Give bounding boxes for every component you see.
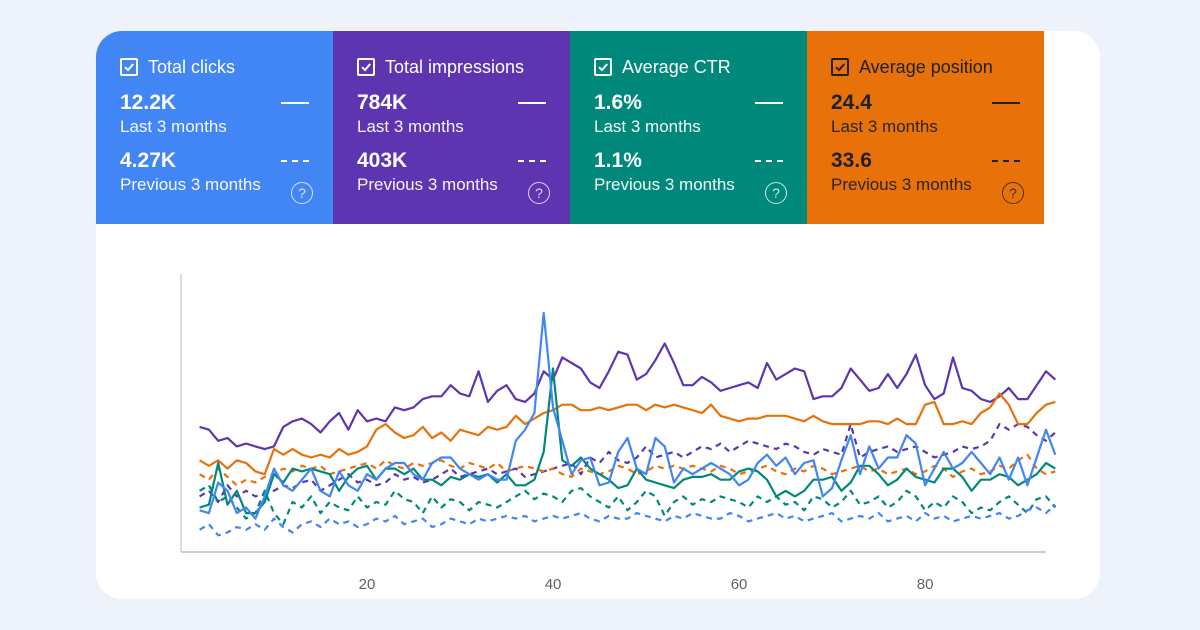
metric-header: Total impressions (357, 55, 570, 79)
solid-line-legend-icon (281, 102, 309, 104)
solid-line-legend-icon (992, 102, 1020, 104)
series-line-7 (199, 503, 1057, 537)
previous-value-row: 4.27K (120, 146, 333, 176)
series-line-1 (199, 392, 1056, 476)
metric-tile-ctr[interactable]: Average CTR 1.6% Last 3 months 1.1% Prev… (570, 31, 807, 224)
current-period: Last 3 months (357, 117, 464, 136)
x-tick-label: 80 (917, 576, 934, 593)
metric-tile-clicks[interactable]: Total clicks 12.2K Last 3 months 4.27K P… (96, 31, 333, 224)
previous-period: Previous 3 months (357, 175, 498, 194)
previous-value-row: 403K (357, 146, 570, 176)
metric-tile-impressions[interactable]: Total impressions 784K Last 3 months 403… (333, 31, 570, 224)
current-value-row: 12.2K (120, 88, 333, 118)
previous-value: 33.6 (831, 149, 872, 172)
current-value-row: 1.6% (594, 88, 807, 118)
metric-header: Total clicks (120, 55, 333, 79)
current-period: Last 3 months (831, 117, 938, 136)
metric-header: Average position (831, 55, 1044, 79)
metric-header: Average CTR (594, 55, 807, 79)
dashed-line-legend-icon (755, 160, 783, 162)
series-line-2 (199, 367, 1056, 515)
dashed-line-legend-icon (281, 160, 309, 162)
current-value: 12.2K (120, 91, 177, 114)
series-line-5 (199, 453, 1056, 487)
x-tick-label: 40 (545, 576, 562, 593)
current-value-row: 784K (357, 88, 570, 118)
previous-period: Previous 3 months (831, 175, 972, 194)
current-period: Last 3 months (594, 117, 701, 136)
checkbox-checked-icon[interactable] (120, 58, 138, 76)
help-icon[interactable]: ? (1002, 182, 1024, 204)
metric-label: Total impressions (385, 56, 525, 77)
current-value: 24.4 (831, 91, 872, 114)
previous-period: Previous 3 months (594, 175, 735, 194)
current-period: Last 3 months (120, 117, 227, 136)
checkbox-checked-icon[interactable] (357, 58, 375, 76)
metric-label: Total clicks (148, 56, 236, 77)
metric-label: Average CTR (622, 56, 731, 77)
solid-line-legend-icon (755, 102, 783, 104)
previous-value: 4.27K (120, 149, 177, 172)
current-value: 1.6% (594, 91, 642, 114)
previous-value-row: 1.1% (594, 146, 807, 176)
metric-label: Average position (859, 56, 993, 77)
checkbox-checked-icon[interactable] (831, 58, 849, 76)
dashed-line-legend-icon (992, 160, 1020, 162)
series-line-0 (199, 342, 1057, 451)
x-tick-label: 20 (359, 576, 376, 593)
series-line-6 (199, 484, 1057, 526)
previous-value: 403K (357, 149, 408, 172)
performance-card: Total clicks 12.2K Last 3 months 4.27K P… (96, 31, 1100, 599)
checkbox-checked-icon[interactable] (594, 58, 612, 76)
solid-line-legend-icon (518, 102, 546, 104)
previous-period: Previous 3 months (120, 175, 261, 194)
help-icon[interactable]: ? (765, 182, 787, 204)
metric-tiles: Total clicks 12.2K Last 3 months 4.27K P… (96, 31, 1044, 224)
x-tick-label: 60 (731, 576, 748, 593)
previous-value: 1.1% (594, 149, 642, 172)
series-line-4 (199, 423, 1057, 504)
help-icon[interactable]: ? (528, 182, 550, 204)
dashed-line-legend-icon (518, 160, 546, 162)
series-line-3 (199, 311, 1057, 520)
performance-chart: 20 40 60 80 (180, 274, 1057, 593)
current-value-row: 24.4 (831, 88, 1044, 118)
previous-value-row: 33.6 (831, 146, 1044, 176)
current-value: 784K (357, 91, 408, 114)
metric-tile-position[interactable]: Average position 24.4 Last 3 months 33.6… (807, 31, 1044, 224)
help-icon[interactable]: ? (291, 182, 313, 204)
